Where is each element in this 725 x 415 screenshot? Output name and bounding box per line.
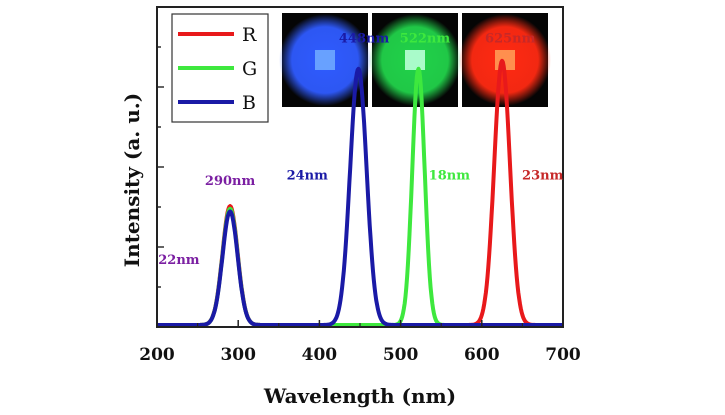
x-tick-label: 500 xyxy=(383,345,419,365)
peak-annotations: 290nm 22nm 448nm 24nm 522nm 18nm 625nm 23nm xyxy=(158,31,563,268)
x-tick-labels: 200 300 400 500 600 700 xyxy=(139,345,581,365)
axis-ticks xyxy=(156,46,564,327)
peak-annotation: 24nm xyxy=(287,169,329,184)
peak-annotation: 18nm xyxy=(429,169,471,184)
x-tick-label: 200 xyxy=(139,345,175,365)
legend: R G B xyxy=(171,13,269,123)
legend-label-g: G xyxy=(242,58,257,80)
peak-annotation: 22nm xyxy=(158,253,200,268)
x-tick-label: 300 xyxy=(220,345,256,365)
x-tick-label: 400 xyxy=(302,345,338,365)
legend-label-b: B xyxy=(242,92,256,114)
inset-photos xyxy=(279,13,551,107)
peak-annotation: 448nm xyxy=(339,31,390,46)
x-tick-label: 600 xyxy=(464,345,500,365)
y-axis-title: Intensity (a. u.) xyxy=(120,93,144,267)
peak-annotation: 290nm xyxy=(205,174,256,189)
green-emission-photo xyxy=(369,13,461,107)
peak-annotation: 625nm xyxy=(485,31,536,46)
blue-emission-photo xyxy=(279,13,371,107)
peak-annotation: 23nm xyxy=(522,169,564,184)
legend-label-r: R xyxy=(242,24,257,46)
peak-annotation: 522nm xyxy=(400,31,451,46)
x-tick-label: 700 xyxy=(545,345,581,365)
series-line-b xyxy=(155,66,565,327)
red-emission-photo xyxy=(459,13,551,107)
x-axis-title: Wavelength (nm) xyxy=(263,384,456,408)
